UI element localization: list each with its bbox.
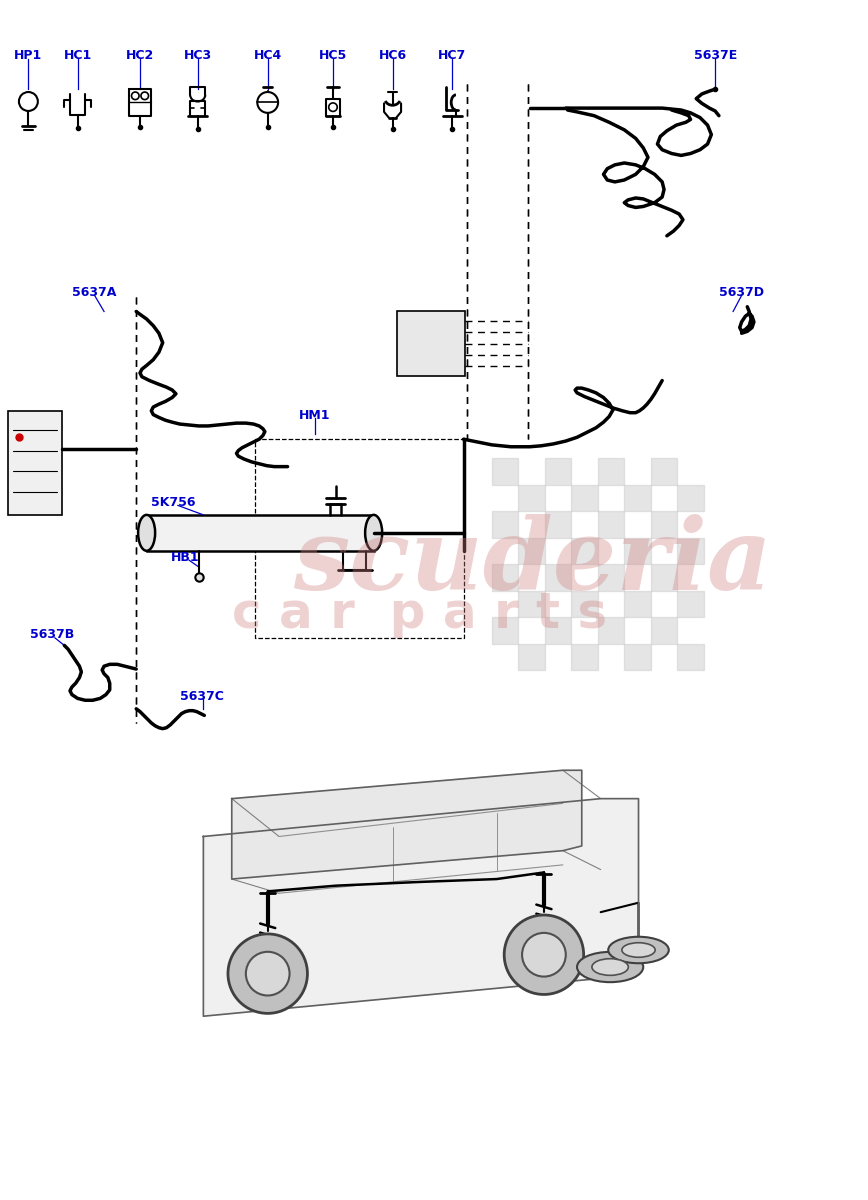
Text: HC2: HC2 (126, 49, 155, 62)
Text: 5637E: 5637E (694, 49, 737, 62)
Bar (624, 538, 651, 564)
Ellipse shape (608, 937, 668, 964)
Bar (651, 458, 677, 485)
Bar (624, 485, 651, 511)
Bar (598, 564, 624, 590)
Text: HP1: HP1 (14, 49, 43, 62)
Bar (677, 590, 704, 617)
Polygon shape (203, 799, 639, 1016)
Bar (598, 617, 624, 643)
Ellipse shape (621, 943, 655, 958)
Text: 5637C: 5637C (180, 690, 223, 703)
Bar (147, 515, 373, 551)
Text: HC4: HC4 (253, 49, 282, 62)
Bar (492, 564, 518, 590)
Text: HC5: HC5 (319, 49, 347, 62)
Text: 5637A: 5637A (72, 286, 117, 299)
Text: 5637D: 5637D (719, 286, 764, 299)
Bar (598, 458, 624, 485)
Bar (651, 564, 677, 590)
Bar (545, 564, 571, 590)
Ellipse shape (138, 515, 155, 551)
Bar (624, 590, 651, 617)
Circle shape (522, 932, 566, 977)
Text: HM1: HM1 (299, 409, 331, 422)
Bar (571, 538, 598, 564)
Text: HC3: HC3 (184, 49, 212, 62)
Text: HC1: HC1 (63, 49, 92, 62)
Text: HB1: HB1 (171, 551, 200, 564)
Circle shape (228, 934, 307, 1013)
Bar (518, 485, 545, 511)
Bar (677, 643, 704, 670)
Text: c a r  p a r t s: c a r p a r t s (232, 590, 607, 638)
Bar (545, 458, 571, 485)
Text: HC7: HC7 (438, 49, 466, 62)
Text: scuderia: scuderia (293, 514, 772, 611)
Bar (8, 410, 62, 515)
Bar (518, 590, 545, 617)
Bar (651, 617, 677, 643)
Bar (545, 617, 571, 643)
Bar (545, 511, 571, 538)
Text: 5K756: 5K756 (151, 496, 195, 509)
Bar (492, 617, 518, 643)
Bar (398, 312, 465, 376)
Circle shape (246, 952, 290, 996)
Text: HC6: HC6 (378, 49, 406, 62)
Bar (598, 511, 624, 538)
Bar (677, 538, 704, 564)
Bar (492, 511, 518, 538)
Polygon shape (232, 770, 582, 880)
Bar (518, 643, 545, 670)
Bar (571, 643, 598, 670)
Ellipse shape (577, 952, 643, 982)
Ellipse shape (592, 959, 628, 976)
Bar (255, 439, 464, 638)
Ellipse shape (365, 515, 382, 551)
Bar (571, 590, 598, 617)
Bar (624, 643, 651, 670)
Bar (571, 485, 598, 511)
Bar (677, 485, 704, 511)
Bar (651, 511, 677, 538)
Bar (492, 458, 518, 485)
Circle shape (504, 914, 583, 995)
Text: 5637B: 5637B (30, 629, 74, 641)
Bar (518, 538, 545, 564)
